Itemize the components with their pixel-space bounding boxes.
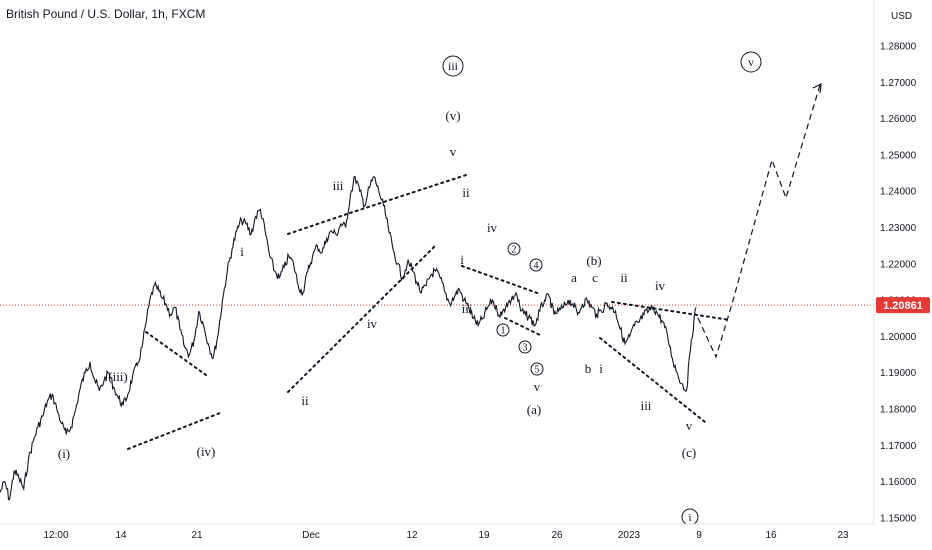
time-axis-background [0, 524, 932, 550]
x-tick-label: 19 [478, 530, 490, 541]
y-tick-label: 1.20000 [880, 332, 917, 343]
y-tick-label: 1.16000 [880, 477, 917, 488]
y-tick-label: 1.19000 [880, 368, 917, 379]
wave-label: v [534, 379, 541, 394]
trendline[interactable] [287, 212, 351, 235]
price-series [0, 175, 697, 501]
wave-label: v [748, 55, 754, 69]
y-tick-label: 1.26000 [880, 114, 917, 125]
wave-label: iii [641, 398, 652, 413]
wave-label: v [450, 144, 457, 159]
x-tick-label: 23 [837, 530, 849, 541]
x-tick-label: 26 [551, 530, 563, 541]
x-tick-label: 2023 [618, 530, 641, 541]
wave-label: i [688, 512, 691, 524]
wave-label-circle [530, 362, 544, 376]
trendline[interactable] [287, 244, 437, 393]
wave-label: (a) [527, 402, 541, 417]
y-tick-label: 1.22000 [880, 259, 917, 270]
trendline-drawings [127, 174, 731, 450]
y-tick-label: 1.15000 [880, 513, 917, 524]
chart-title: British Pound / U.S. Dollar, 1h, FXCM [6, 7, 206, 21]
trendline[interactable] [461, 265, 541, 295]
x-tick-label: Dec [302, 530, 320, 541]
wave-label-circle [529, 258, 543, 272]
wave-label: iv [487, 220, 498, 235]
wave-label: i [240, 244, 244, 259]
wave-label: iii [462, 301, 473, 316]
wave-label-circle [740, 51, 762, 73]
time-axis: 12:00 14 21 Dec 12 19 26 2023 9 16 23 [43, 530, 849, 541]
wave-label: (c) [682, 445, 696, 460]
y-tick-label: 1.18000 [880, 405, 917, 416]
y-tick-label: 1.27000 [880, 78, 917, 89]
x-tick-label: 12:00 [43, 530, 68, 541]
current-price-badge [876, 297, 930, 314]
wave-label: a [571, 270, 577, 285]
wave-label-circle [442, 55, 464, 77]
trendline[interactable] [145, 331, 207, 376]
wave-label: ii [462, 185, 470, 200]
wave-label: iv [367, 316, 378, 331]
price-line[interactable] [0, 175, 697, 501]
trendline[interactable] [504, 317, 541, 336]
current-price-tag: 1.20861 [876, 297, 930, 314]
x-tick-label: 12 [406, 530, 418, 541]
wave-label: iii [448, 59, 459, 73]
projection-path [697, 82, 822, 359]
wave-label: 1 [501, 326, 506, 337]
wave-label: v [686, 418, 693, 433]
projection-arrowhead [812, 82, 822, 94]
wave-label: (b) [586, 253, 601, 268]
y-tick-label: 1.17000 [880, 441, 917, 452]
wave-label: i [599, 361, 603, 376]
price-axis-background [874, 0, 932, 550]
wave-label: i [460, 252, 464, 267]
trendline[interactable] [127, 412, 221, 450]
wave-label: ii [301, 393, 309, 408]
x-tick-label: 16 [765, 530, 777, 541]
trendline[interactable] [349, 174, 467, 214]
trendline[interactable] [611, 301, 731, 321]
current-price-label: 1.20861 [883, 300, 923, 312]
wave-label: (iii) [108, 369, 128, 384]
wave-label: (iv) [197, 444, 216, 459]
wave-label: iii [333, 178, 344, 193]
wave-label-circle [507, 242, 521, 256]
x-tick-label: 9 [696, 530, 702, 541]
wave-label-circle [518, 340, 532, 354]
wave-label: (i) [58, 446, 70, 461]
trendline[interactable] [599, 337, 706, 423]
wave-label: (v) [445, 108, 460, 123]
y-tick-label: 1.28000 [880, 42, 917, 53]
wave-label: 4 [534, 261, 539, 272]
wave-label: b [585, 361, 592, 376]
wave-label: ii [620, 270, 628, 285]
wave-label-circle [496, 323, 510, 337]
projection-line[interactable] [697, 84, 821, 359]
wave-label: 5 [535, 365, 540, 376]
y-tick-label: 1.23000 [880, 223, 917, 234]
wave-labels: (i)(iii)(iv)(v)(a)(b)(c)iiiiiiivviiiivii… [58, 51, 762, 526]
wave-label: 2 [512, 245, 517, 256]
wave-label: c [592, 270, 598, 285]
x-tick-label: 14 [115, 530, 127, 541]
y-tick-label: 1.25000 [880, 150, 917, 161]
wave-label: 3 [523, 343, 528, 354]
x-tick-label: 21 [191, 530, 203, 541]
price-axis-unit: USD [891, 11, 912, 22]
y-tick-label: 1.24000 [880, 187, 917, 198]
wave-label: iv [655, 278, 666, 293]
